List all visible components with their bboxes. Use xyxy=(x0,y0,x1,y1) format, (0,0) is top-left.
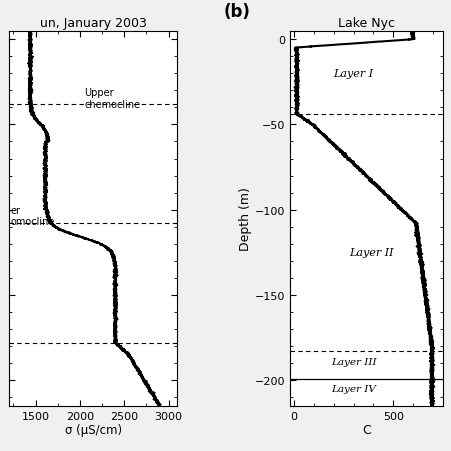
Text: Layer II: Layer II xyxy=(348,248,393,258)
Y-axis label: Depth (m): Depth (m) xyxy=(238,187,251,251)
Text: Layer I: Layer I xyxy=(333,69,373,79)
X-axis label: σ (μS/cm): σ (μS/cm) xyxy=(64,423,121,437)
Text: Layer III: Layer III xyxy=(330,357,376,366)
Text: (b): (b) xyxy=(223,3,250,20)
Text: Upper
chemocline: Upper chemocline xyxy=(84,88,140,109)
Text: er
omocline: er omocline xyxy=(10,205,55,227)
Title: Lake Nyc: Lake Nyc xyxy=(337,18,394,30)
Text: Layer IV: Layer IV xyxy=(330,384,375,393)
Title: un, January 2003: un, January 2003 xyxy=(40,18,146,30)
X-axis label: C: C xyxy=(361,423,370,437)
